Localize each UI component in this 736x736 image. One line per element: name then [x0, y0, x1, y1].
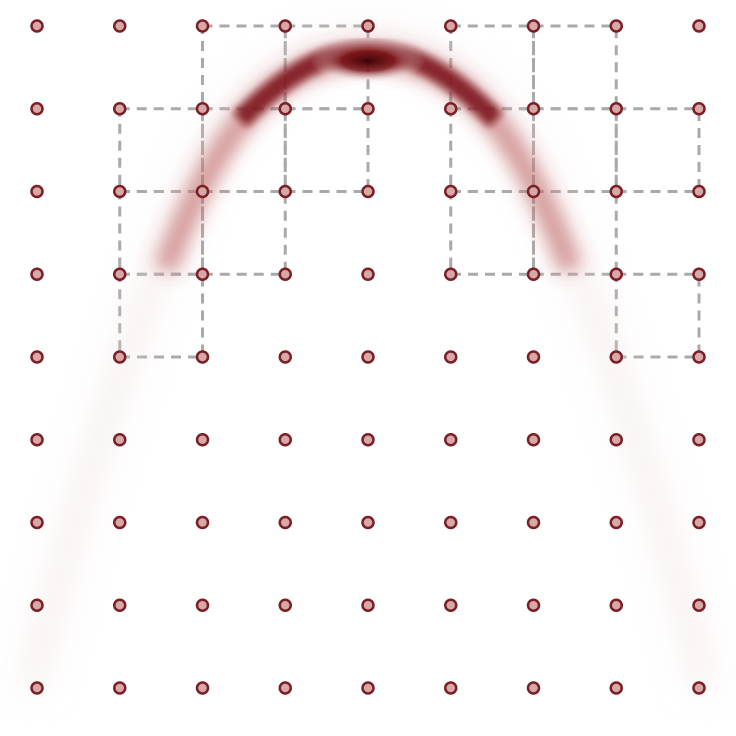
grid-node: [361, 598, 375, 612]
grid-node: [526, 184, 541, 199]
grid-node: [692, 102, 706, 116]
grid-node: [444, 681, 458, 695]
dashed-cell: [614, 272, 701, 359]
grid-node: [30, 433, 44, 447]
grid-node: [195, 102, 210, 116]
grid-node: [609, 267, 623, 281]
grid-node: [195, 433, 210, 447]
grid-node: [195, 681, 210, 695]
grid-node: [113, 267, 127, 281]
grid-node: [361, 102, 375, 116]
grid-node: [113, 515, 127, 530]
grid-node: [609, 102, 623, 116]
grid-node: [361, 267, 375, 281]
grid-node: [609, 350, 623, 364]
grid-node: [692, 267, 706, 281]
grid-node: [113, 19, 127, 33]
grid-node: [692, 515, 706, 530]
grid-node: [361, 433, 375, 447]
grid-node: [195, 598, 210, 612]
grid-node: [30, 681, 44, 695]
grid-node: [30, 515, 44, 530]
grid-node: [278, 267, 292, 281]
grid-node: [113, 102, 127, 116]
grid-node: [361, 681, 375, 695]
grid-node: [361, 515, 375, 530]
grid-node: [444, 184, 458, 199]
grid-node: [113, 598, 127, 612]
grid-node: [692, 681, 706, 695]
grid-node: [278, 515, 292, 530]
grid-node: [278, 350, 292, 364]
grid-node: [692, 350, 706, 364]
dashed-cell: [449, 190, 535, 276]
grid-node: [361, 350, 375, 364]
grid-node: [526, 19, 541, 33]
grid-node: [692, 433, 706, 447]
dashed-cell: [201, 190, 287, 276]
grid-node: [444, 267, 458, 281]
grid-node: [113, 681, 127, 695]
grid-node: [361, 184, 375, 199]
grid-node: [278, 598, 292, 612]
grid-node: [444, 598, 458, 612]
grid-node: [526, 267, 541, 281]
grid-node: [361, 19, 375, 33]
grid-node: [113, 184, 127, 199]
grid-node: [278, 681, 292, 695]
grid-node: [30, 184, 44, 199]
grid-node: [444, 433, 458, 447]
grid-node: [195, 184, 210, 199]
grid-node: [278, 102, 292, 116]
grid-node: [609, 433, 623, 447]
grid-node: [113, 433, 127, 447]
grid-node: [526, 350, 541, 364]
grid-node: [30, 19, 44, 33]
grid-node: [444, 102, 458, 116]
grid-node: [526, 102, 541, 116]
grid-node: [195, 515, 210, 530]
grid-node: [526, 515, 541, 530]
grid-node: [609, 19, 623, 33]
grid-node: [278, 19, 292, 33]
grid-node: [278, 184, 292, 199]
grid-node: [30, 102, 44, 116]
grid-node: [692, 184, 706, 199]
grid-node: [609, 184, 623, 199]
grid-node: [195, 267, 210, 281]
grid-node: [444, 515, 458, 530]
grid-node: [30, 350, 44, 364]
grid-node: [692, 598, 706, 612]
grid-node: [609, 681, 623, 695]
grid-node: [444, 350, 458, 364]
grid-node: [30, 267, 44, 281]
grid-node: [30, 598, 44, 612]
grid-node: [526, 433, 541, 447]
grid-node: [278, 433, 292, 447]
likelihood-band: [13, 22, 723, 695]
grid-node: [444, 19, 458, 33]
dashed-cell: [283, 107, 370, 193]
dashed-cell: [614, 107, 701, 193]
grid-node: [526, 681, 541, 695]
grid-node: [195, 19, 210, 33]
grid-node: [609, 598, 623, 612]
grid-node: [113, 350, 127, 364]
grid-node: [692, 19, 706, 33]
dashed-cell: [532, 24, 618, 111]
peak-glow: [310, 39, 426, 83]
grid-node: [609, 515, 623, 530]
grid-node: [195, 350, 210, 364]
node-grid: [30, 19, 706, 695]
grid-node: [526, 598, 541, 612]
